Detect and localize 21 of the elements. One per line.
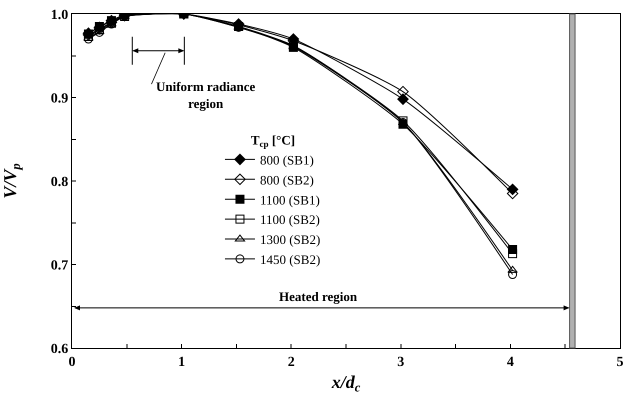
x-tick-label: 2 — [288, 354, 295, 370]
annotation: Uniform radiance region — [156, 79, 256, 111]
annotation: Heated region — [279, 289, 358, 304]
x-tick-label: 1 — [178, 354, 186, 370]
legend-label: 800 (SB1) — [260, 152, 314, 168]
y-tick-label: 0.8 — [50, 174, 68, 190]
y-tick-label: 0.9 — [50, 91, 68, 106]
legend-label: 1100 (SB2) — [260, 212, 320, 228]
x-tick-label: 0 — [68, 354, 76, 370]
legend-label: 1450 (SB2) — [260, 252, 320, 267]
x-tick-label: 3 — [397, 354, 404, 370]
x-axis-title: x/d$_{c}$ — [330, 372, 361, 395]
x-tick-label: 5 — [616, 354, 624, 370]
legend-title: T$_{cp}$ [°C] — [250, 132, 296, 150]
legend-label: 1300 (SB2) — [260, 232, 320, 248]
x-tick-label: 4 — [506, 354, 514, 370]
legend-label: 1100 (SB1) — [260, 192, 320, 208]
y-tick-label: 0.7 — [50, 258, 68, 274]
legend-label: 800 (SB2) — [260, 172, 314, 188]
y-tick-label: 1.0 — [50, 8, 68, 23]
y-tick-label: 0.6 — [50, 342, 68, 357]
